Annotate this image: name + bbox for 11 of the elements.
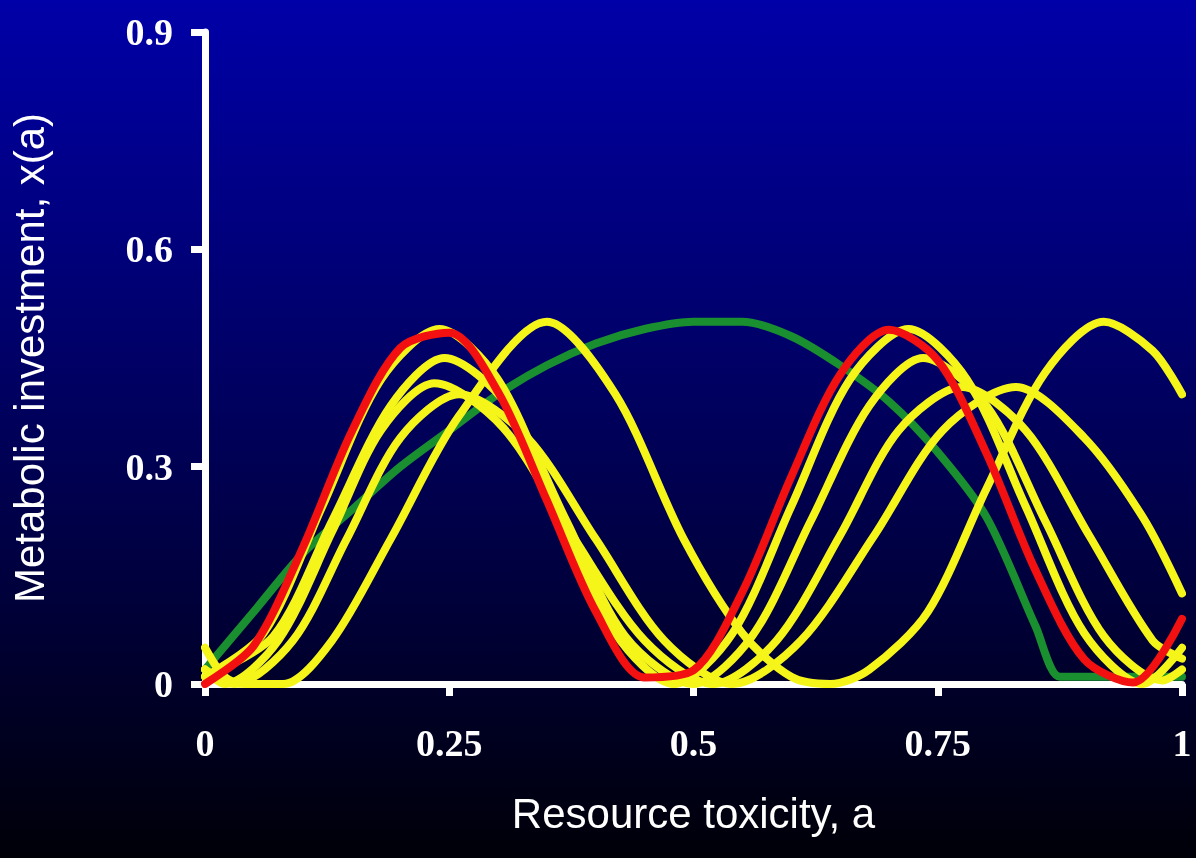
y-tick-label: 0.9 — [125, 11, 173, 53]
x-tick-label: 0.5 — [669, 722, 718, 764]
y-tick-label: 0.3 — [125, 445, 173, 488]
x-tick-label: 0.75 — [904, 722, 971, 764]
x-tick-label: 0 — [195, 722, 215, 764]
x-axis-title: Resource toxicity, a — [511, 789, 876, 837]
y-tick-label: 0.6 — [125, 228, 173, 271]
y-tick-label: 0 — [154, 663, 173, 705]
x-tick-label: 0.25 — [416, 722, 483, 764]
x-tick-label: 1 — [1172, 722, 1192, 764]
y-axis-title: Metabolic investment, x(a) — [5, 112, 53, 604]
